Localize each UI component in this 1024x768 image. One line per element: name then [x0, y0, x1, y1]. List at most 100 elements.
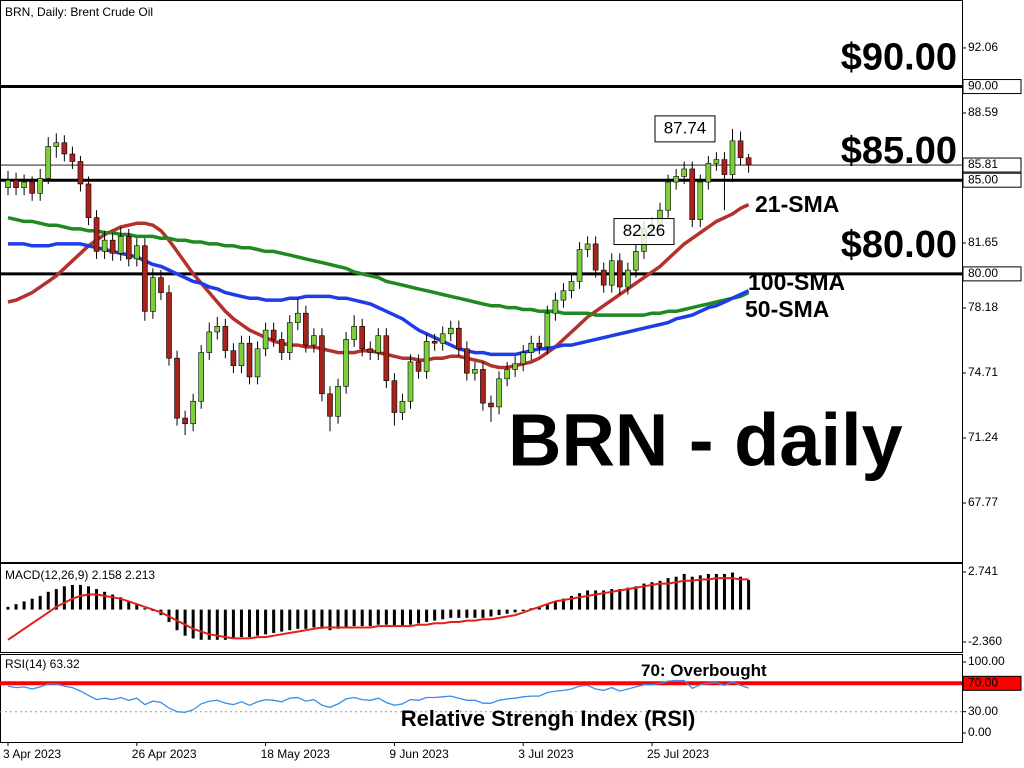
candle-body	[552, 299, 559, 314]
macd-bar	[46, 591, 50, 610]
candle-body	[528, 342, 535, 353]
macd-bar	[505, 609, 509, 614]
macd-bar	[336, 609, 340, 629]
candle-body	[415, 361, 422, 372]
macd-bar	[54, 589, 58, 610]
candle-body	[29, 181, 35, 194]
x-tick-label: 3 Apr 2023	[3, 747, 61, 761]
panel-title: MACD(12,26,9) 2.158 2.213	[5, 568, 155, 582]
macd-bar	[489, 609, 493, 617]
macd-bar	[722, 573, 726, 610]
price-annotation: 82.26	[623, 221, 666, 240]
candle-body	[399, 400, 406, 413]
macd-bar	[70, 584, 74, 610]
chart-title: BRN, Daily: Brent Crude Oil	[5, 5, 153, 19]
y-tick-label: 92.06	[968, 40, 998, 54]
macd-bar	[666, 578, 670, 610]
series-label: 21-SMA	[755, 191, 839, 217]
macd-bar	[731, 572, 734, 610]
macd-bar	[417, 609, 421, 624]
x-tick-label: 25 Jul 2023	[647, 747, 709, 761]
series-label: 50-SMA	[745, 296, 829, 322]
level-label: 90.00	[968, 79, 998, 93]
candle-body	[174, 357, 180, 419]
candle-body	[600, 269, 607, 286]
candle-body	[576, 249, 583, 282]
macd-bar	[537, 606, 541, 610]
candle-body	[697, 181, 704, 220]
y-tick-label: 100.00	[968, 654, 1005, 668]
macd-bar	[30, 598, 34, 610]
level-box	[962, 675, 1022, 691]
candle-body	[53, 142, 60, 147]
candle-body	[560, 290, 567, 301]
macd-bar	[513, 609, 517, 613]
candle-body	[689, 168, 696, 220]
macd-bar	[497, 609, 501, 616]
candle-body	[480, 369, 486, 404]
y-tick-label: 30.00	[968, 704, 998, 718]
macd-bar	[280, 609, 284, 632]
candle-body	[496, 378, 502, 408]
macd-bar	[706, 573, 710, 610]
macd-bar	[561, 598, 565, 610]
macd-bar	[658, 580, 662, 610]
macd-bar	[473, 609, 477, 618]
candle-body	[625, 269, 631, 288]
macd-bar	[578, 593, 582, 610]
macd-bar	[690, 576, 694, 610]
price-annotation-box	[613, 218, 675, 246]
candle-body	[584, 243, 591, 250]
y-tick-label: 81.65	[968, 235, 998, 249]
macd-bar	[674, 576, 678, 610]
macd-bar	[433, 609, 437, 621]
candle-body	[375, 335, 382, 353]
candle-body	[190, 400, 196, 425]
macd-bar	[248, 609, 251, 638]
candle-body	[37, 178, 44, 194]
candle-body	[327, 393, 333, 417]
macd-bar	[207, 609, 211, 640]
level-label: 70.00	[968, 675, 998, 689]
macd-bar	[22, 601, 26, 610]
candle-body	[117, 236, 124, 254]
candle-body	[729, 140, 736, 175]
candle-body	[536, 342, 543, 348]
level-box	[962, 266, 1022, 282]
candle-body	[45, 146, 52, 179]
macd-bar	[602, 590, 606, 610]
candle-body	[150, 277, 156, 312]
candle-body	[254, 348, 261, 378]
macd-bar	[111, 594, 115, 610]
candle-body	[464, 348, 470, 374]
candle-body	[246, 342, 253, 378]
candle-body	[568, 281, 575, 292]
macd-bar	[103, 591, 107, 610]
candle-body	[681, 168, 688, 177]
candle-body	[101, 239, 108, 252]
macd-bar	[521, 609, 525, 611]
macd-bar	[215, 609, 219, 640]
candle-body	[351, 326, 357, 340]
macd-bar	[14, 604, 18, 610]
macd-bar	[62, 586, 66, 610]
candle-body	[665, 181, 671, 211]
y-tick-label: 74.71	[968, 365, 998, 379]
candle-body	[737, 140, 744, 159]
macd-bar	[223, 609, 227, 640]
candle-body	[294, 312, 301, 323]
candle-body	[673, 176, 679, 183]
macd-bar	[87, 586, 90, 610]
candle-body	[77, 161, 84, 185]
macd-bar	[465, 609, 469, 618]
signal-line	[7, 577, 749, 641]
macd-bar	[328, 609, 332, 631]
candle-body	[5, 179, 11, 189]
macd-bar	[545, 604, 549, 610]
candle-body	[270, 329, 277, 340]
level-text: 70: Overbought	[641, 661, 767, 680]
level-text: $85.00	[841, 130, 957, 172]
candle-body	[423, 341, 430, 372]
